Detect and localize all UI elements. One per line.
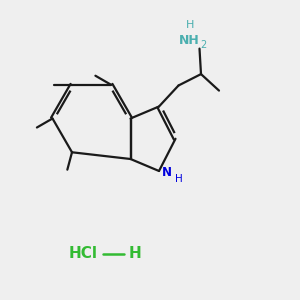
- Text: 2: 2: [201, 40, 207, 50]
- Text: NH: NH: [179, 34, 200, 47]
- Text: N: N: [162, 166, 172, 179]
- Text: H: H: [175, 174, 182, 184]
- Text: H: H: [186, 20, 195, 30]
- Text: H: H: [129, 246, 142, 261]
- Text: HCl: HCl: [68, 246, 98, 261]
